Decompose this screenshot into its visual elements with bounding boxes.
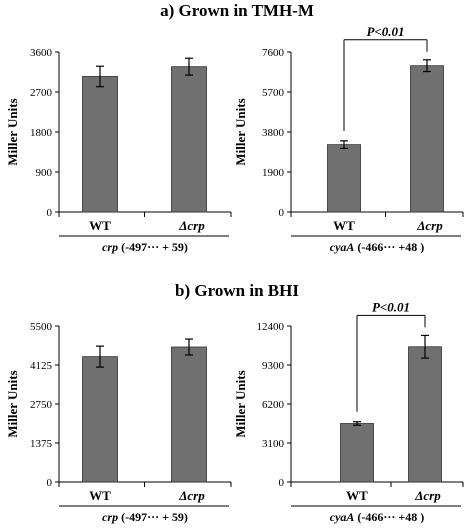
chart-b-right: 0 3100 6200 9300 12400 Miller Units WT Δcrp cyaA… bbox=[233, 299, 464, 524]
y-tick-label: 0 bbox=[47, 477, 53, 489]
significance-label: P<0.01 bbox=[372, 299, 410, 314]
category-label: WT bbox=[89, 218, 111, 233]
y-tick-label: 3100 bbox=[262, 438, 285, 450]
y-axis-label: Miller Units bbox=[233, 98, 248, 165]
y-tick-label: 0 bbox=[279, 477, 285, 489]
x-axis-label: cyaA (-466··· +48 ) bbox=[330, 510, 425, 524]
bar-0 bbox=[340, 423, 374, 483]
bar-1 bbox=[408, 346, 442, 483]
category-label: WT bbox=[346, 488, 368, 503]
y-tick-label: 7600 bbox=[262, 47, 285, 59]
y-tick-label: 5500 bbox=[30, 321, 53, 333]
chart-a-left: 0 900 1800 2700 3600 Miller Units WT Δcrp crp (-… bbox=[5, 47, 232, 254]
x-axis-label: cyaA (-466··· +48 ) bbox=[330, 240, 425, 254]
bar-0 bbox=[327, 144, 361, 213]
category-label: Δcrp bbox=[178, 218, 205, 233]
x-axis-label: crp (-497··· + 59) bbox=[102, 510, 188, 524]
x-axis-label: crp (-497··· + 59) bbox=[102, 240, 188, 254]
bar-0 bbox=[82, 76, 118, 213]
y-tick-label: 0 bbox=[279, 207, 285, 219]
y-tick-label: 6200 bbox=[262, 399, 285, 411]
bar-1 bbox=[171, 346, 207, 483]
y-tick-label: 1900 bbox=[262, 167, 285, 179]
y-tick-label: 3600 bbox=[30, 47, 53, 59]
panel-b-title: b) Grown in BHI bbox=[175, 281, 299, 300]
y-tick-label: 9300 bbox=[262, 360, 285, 372]
category-label: Δcrp bbox=[178, 488, 205, 503]
y-tick-label: 900 bbox=[36, 167, 53, 179]
y-tick-label: 5700 bbox=[262, 87, 285, 99]
chart-b-left: 0 1375 2750 4125 5500 Miller Units WT Δcrp crp (… bbox=[5, 321, 232, 524]
category-label: WT bbox=[89, 488, 111, 503]
y-tick-label: 3800 bbox=[262, 127, 285, 139]
y-axis-label: Miller Units bbox=[233, 370, 248, 437]
y-tick-label: 1800 bbox=[30, 127, 53, 139]
category-label: WT bbox=[333, 218, 355, 233]
y-tick-label: 2750 bbox=[30, 399, 53, 411]
chart-a-right: 0 1900 3800 5700 7600 Miller Units WT Δcrp cyaA … bbox=[233, 24, 464, 254]
y-tick-label: 12400 bbox=[257, 321, 285, 333]
y-axis-label: Miller Units bbox=[5, 98, 20, 165]
y-axis-label: Miller Units bbox=[5, 370, 20, 437]
category-label: Δcrp bbox=[414, 488, 441, 503]
y-tick-label: 1375 bbox=[30, 438, 53, 450]
y-tick-label: 2700 bbox=[30, 87, 53, 99]
bar-1 bbox=[171, 66, 207, 213]
significance-label: P<0.01 bbox=[366, 24, 404, 39]
bar-0 bbox=[82, 356, 118, 483]
y-tick-label: 4125 bbox=[30, 360, 53, 372]
y-tick-label: 0 bbox=[47, 207, 53, 219]
panel-a-title: a) Grown in TMH-M bbox=[160, 1, 314, 20]
bar-1 bbox=[410, 65, 444, 213]
category-label: Δcrp bbox=[416, 218, 443, 233]
